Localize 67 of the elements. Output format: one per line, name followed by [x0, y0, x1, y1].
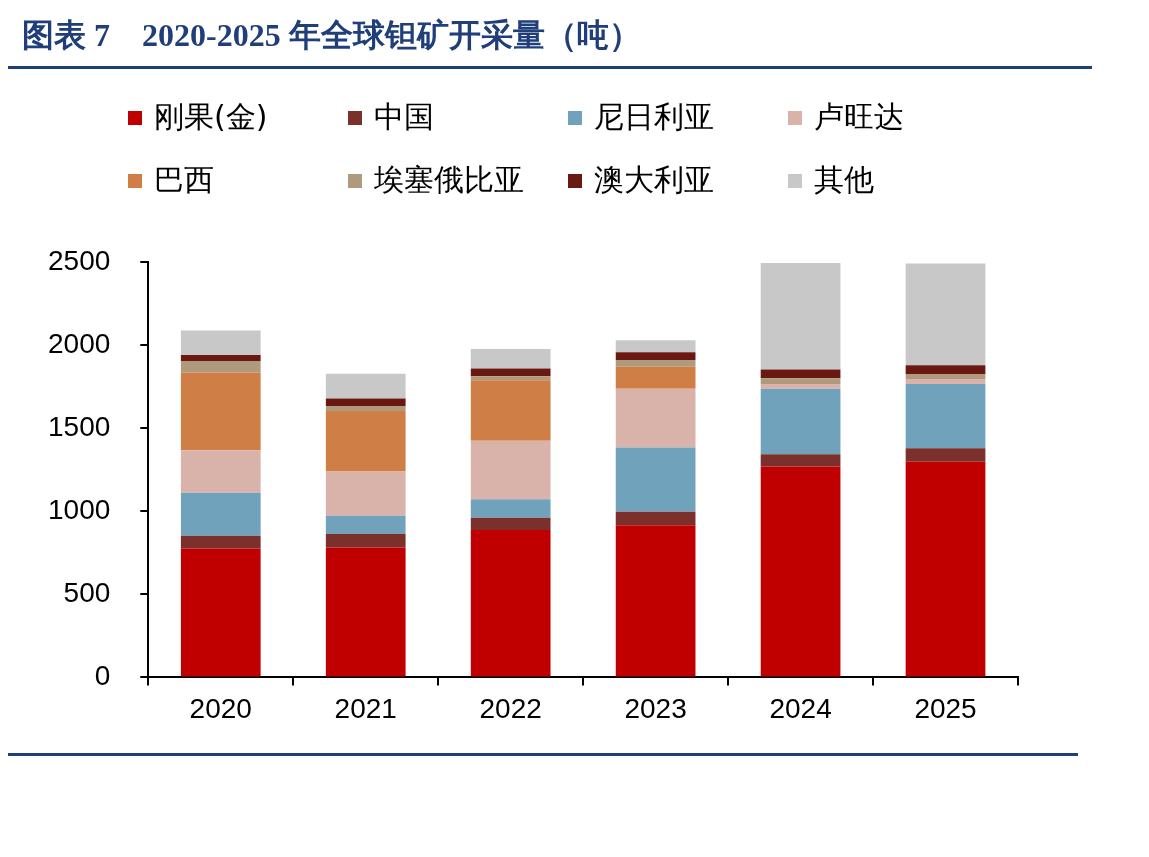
bar: [325, 405, 406, 411]
y-tick-label: 2500: [47, 244, 111, 276]
bar: [470, 530, 551, 677]
y-tick-label: 0: [94, 660, 111, 692]
legend-label: 巴西: [154, 161, 214, 199]
legend-label: 其他: [814, 161, 874, 199]
bar: [325, 410, 406, 472]
bar: [325, 533, 406, 548]
bar: [905, 365, 986, 375]
y-tick-label: 500: [63, 577, 111, 608]
y-tick-label: 1000: [47, 493, 111, 525]
legend-label: 尼日利亚: [594, 98, 714, 136]
bar: [615, 525, 696, 677]
bar: [905, 383, 986, 449]
bar: [470, 348, 551, 369]
bar: [325, 398, 406, 406]
bar: [470, 517, 551, 531]
bar: [180, 450, 261, 493]
legend-label: 卢旺达: [814, 98, 904, 136]
bar: [905, 379, 986, 384]
bar: [760, 378, 841, 384]
bar: [180, 492, 261, 536]
bar: [470, 376, 551, 381]
bar: [325, 515, 406, 534]
bar: [905, 448, 986, 462]
bar: [325, 373, 406, 399]
bar: [470, 380, 551, 441]
legend-label: 埃塞俄比亚: [374, 161, 524, 199]
bar: [905, 263, 986, 366]
bar: [470, 499, 551, 518]
legend-label: 刚果(金): [154, 98, 268, 136]
x-tick-label: 2021: [334, 692, 397, 724]
bar: [180, 535, 261, 549]
bar: [760, 383, 841, 389]
bar: [615, 388, 696, 448]
bar: [470, 368, 551, 377]
x-tick-label: 2022: [479, 692, 542, 724]
y-tick-label: 1500: [47, 410, 111, 442]
bar: [325, 471, 406, 516]
bar: [180, 372, 261, 451]
legend-label: 中国: [374, 98, 434, 136]
bar: [180, 330, 261, 356]
bar: [615, 366, 696, 389]
bar: [760, 454, 841, 467]
bar: [325, 547, 406, 677]
bar: [905, 461, 986, 677]
bar: [760, 466, 841, 677]
bar: [180, 548, 261, 677]
bar: [470, 440, 551, 500]
bar: [760, 388, 841, 455]
legend-label: 澳大利亚: [594, 161, 714, 199]
y-tick-label: 2000: [47, 327, 111, 359]
x-tick-label: 2025: [914, 692, 977, 724]
bar: [905, 374, 986, 379]
bar: [760, 262, 841, 370]
bar: [615, 359, 696, 367]
bar: [615, 352, 696, 360]
bar: [615, 511, 696, 526]
x-tick-label: 2020: [189, 692, 252, 724]
bar: [615, 340, 696, 353]
x-tick-label: 2024: [769, 692, 832, 724]
bar: [760, 369, 841, 379]
chart-title: 图表 7 2020-2025 年全球钽矿开采量（吨）: [8, 8, 1092, 69]
bar: [180, 360, 261, 373]
bar: [180, 355, 261, 361]
x-tick-label: 2023: [624, 692, 687, 724]
bar: [615, 447, 696, 512]
